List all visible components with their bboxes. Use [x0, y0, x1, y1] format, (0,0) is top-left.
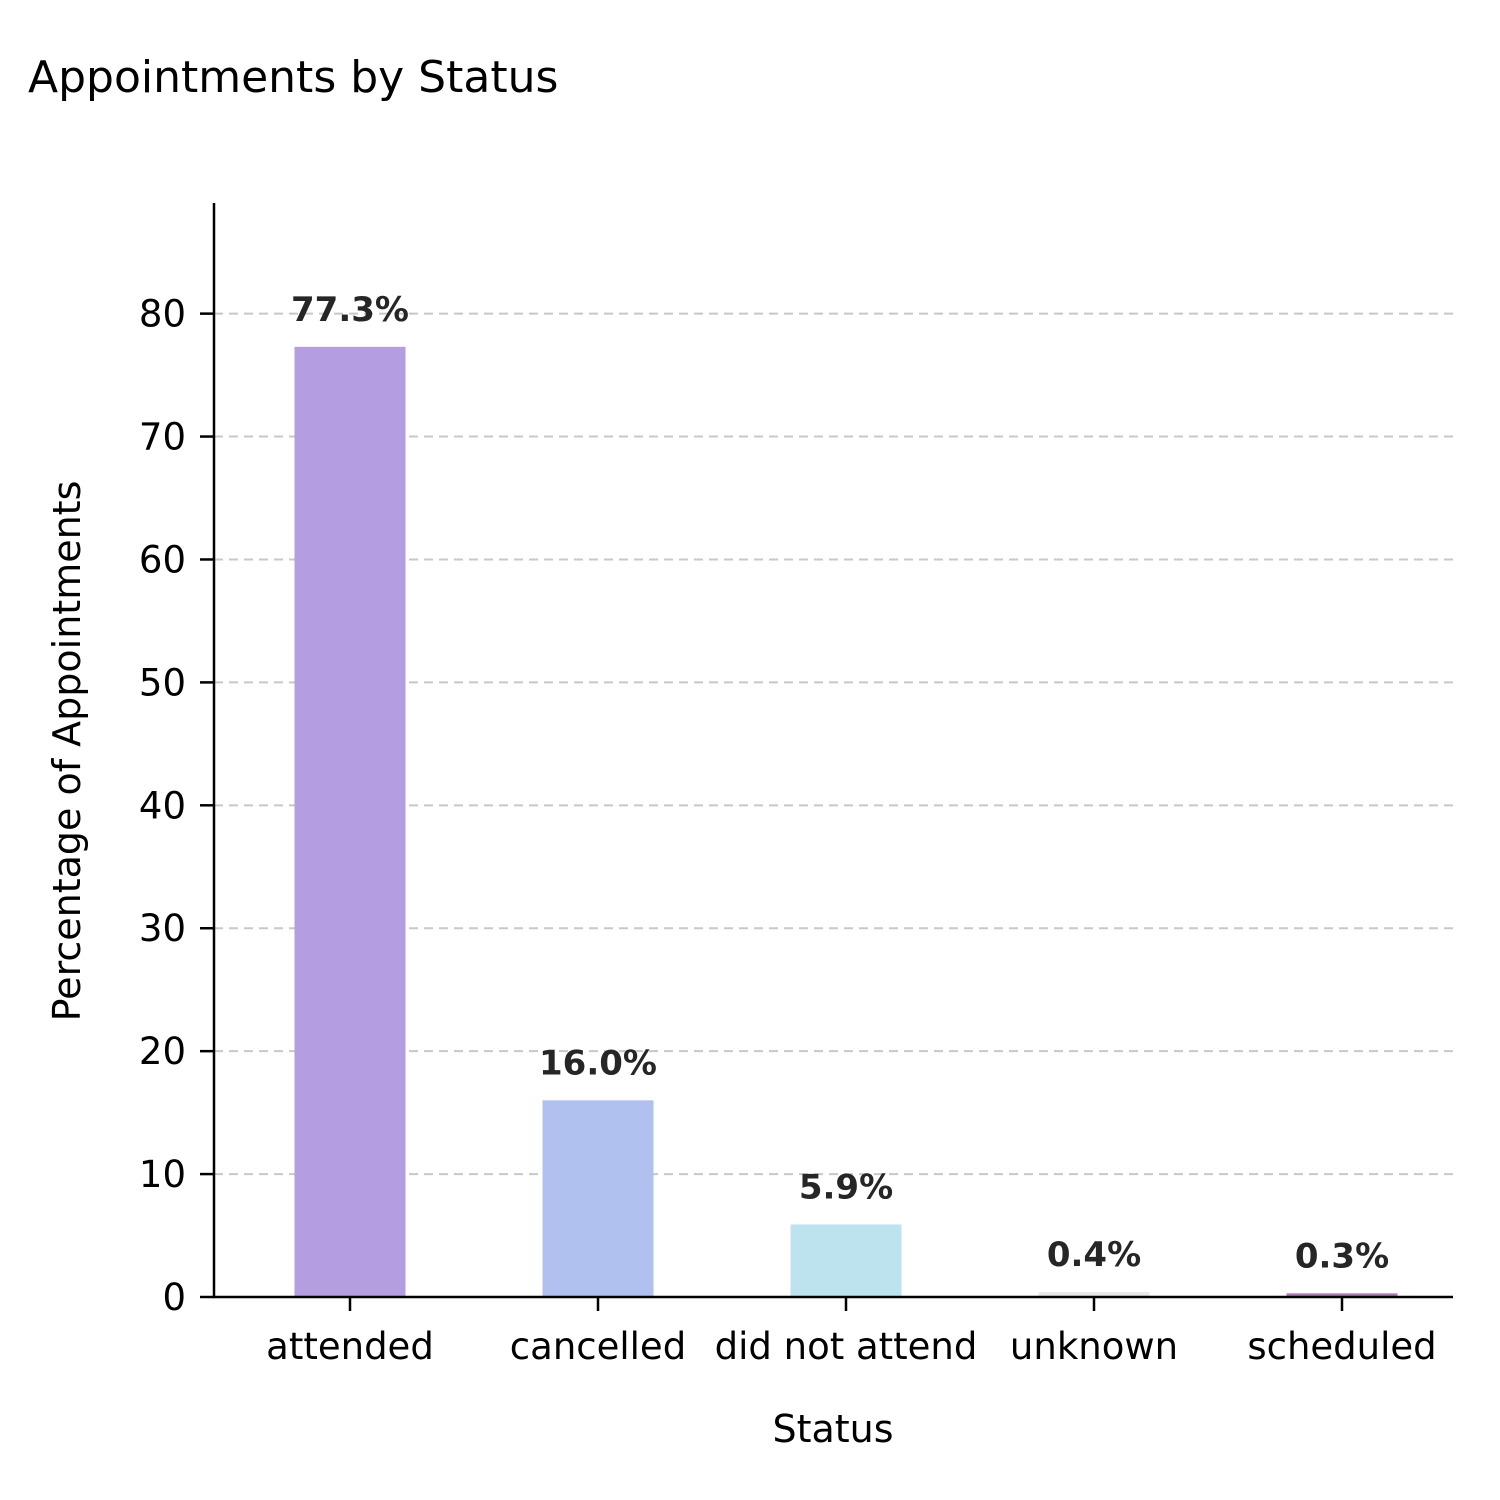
y-tick-label-60: 60	[139, 538, 186, 581]
value-label-cancelled: 16.0%	[539, 1043, 657, 1083]
value-label-scheduled: 0.3%	[1295, 1236, 1389, 1276]
y-tick-label-0: 0	[162, 1276, 186, 1319]
y-tick-label-10: 10	[139, 1153, 186, 1196]
ticks: 0 10 20 30 40 50 60 70 80 attended cancelled did no…	[139, 293, 1437, 1368]
y-tick-label-80: 80	[139, 293, 186, 336]
bars	[294, 346, 1398, 1297]
y-tick-label-50: 50	[139, 661, 186, 704]
bar-did-not-attend	[790, 1224, 902, 1297]
value-label-did-not-attend: 5.9%	[799, 1167, 893, 1207]
x-tick-label-cancelled: cancelled	[510, 1325, 686, 1368]
x-tick-label-unknown: unknown	[1010, 1325, 1178, 1368]
y-tick-label-20: 20	[139, 1030, 186, 1073]
x-tick-label-scheduled: scheduled	[1247, 1325, 1436, 1368]
y-tick-label-70: 70	[139, 416, 186, 459]
y-tick-label-40: 40	[139, 784, 186, 827]
bar-scheduled	[1286, 1293, 1398, 1297]
bar-unknown	[1038, 1292, 1150, 1297]
chart-title: Appointments by Status	[28, 52, 558, 103]
y-tick-label-30: 30	[139, 907, 186, 950]
grid-lines	[214, 312, 1453, 1176]
x-tick-label-attended: attended	[266, 1325, 434, 1368]
value-labels: 77.3% 16.0% 5.9% 0.4% 0.3%	[291, 290, 1389, 1276]
bar-attended	[294, 346, 406, 1297]
value-label-attended: 77.3%	[291, 290, 409, 330]
axes	[212, 203, 1453, 1299]
y-axis-label: Percentage of Appointments	[45, 481, 89, 1022]
x-axis-label: Status	[772, 1407, 893, 1451]
x-tick-label-did-not-attend: did not attend	[715, 1325, 978, 1368]
value-label-unknown: 0.4%	[1047, 1235, 1141, 1275]
bar-cancelled	[542, 1100, 654, 1297]
